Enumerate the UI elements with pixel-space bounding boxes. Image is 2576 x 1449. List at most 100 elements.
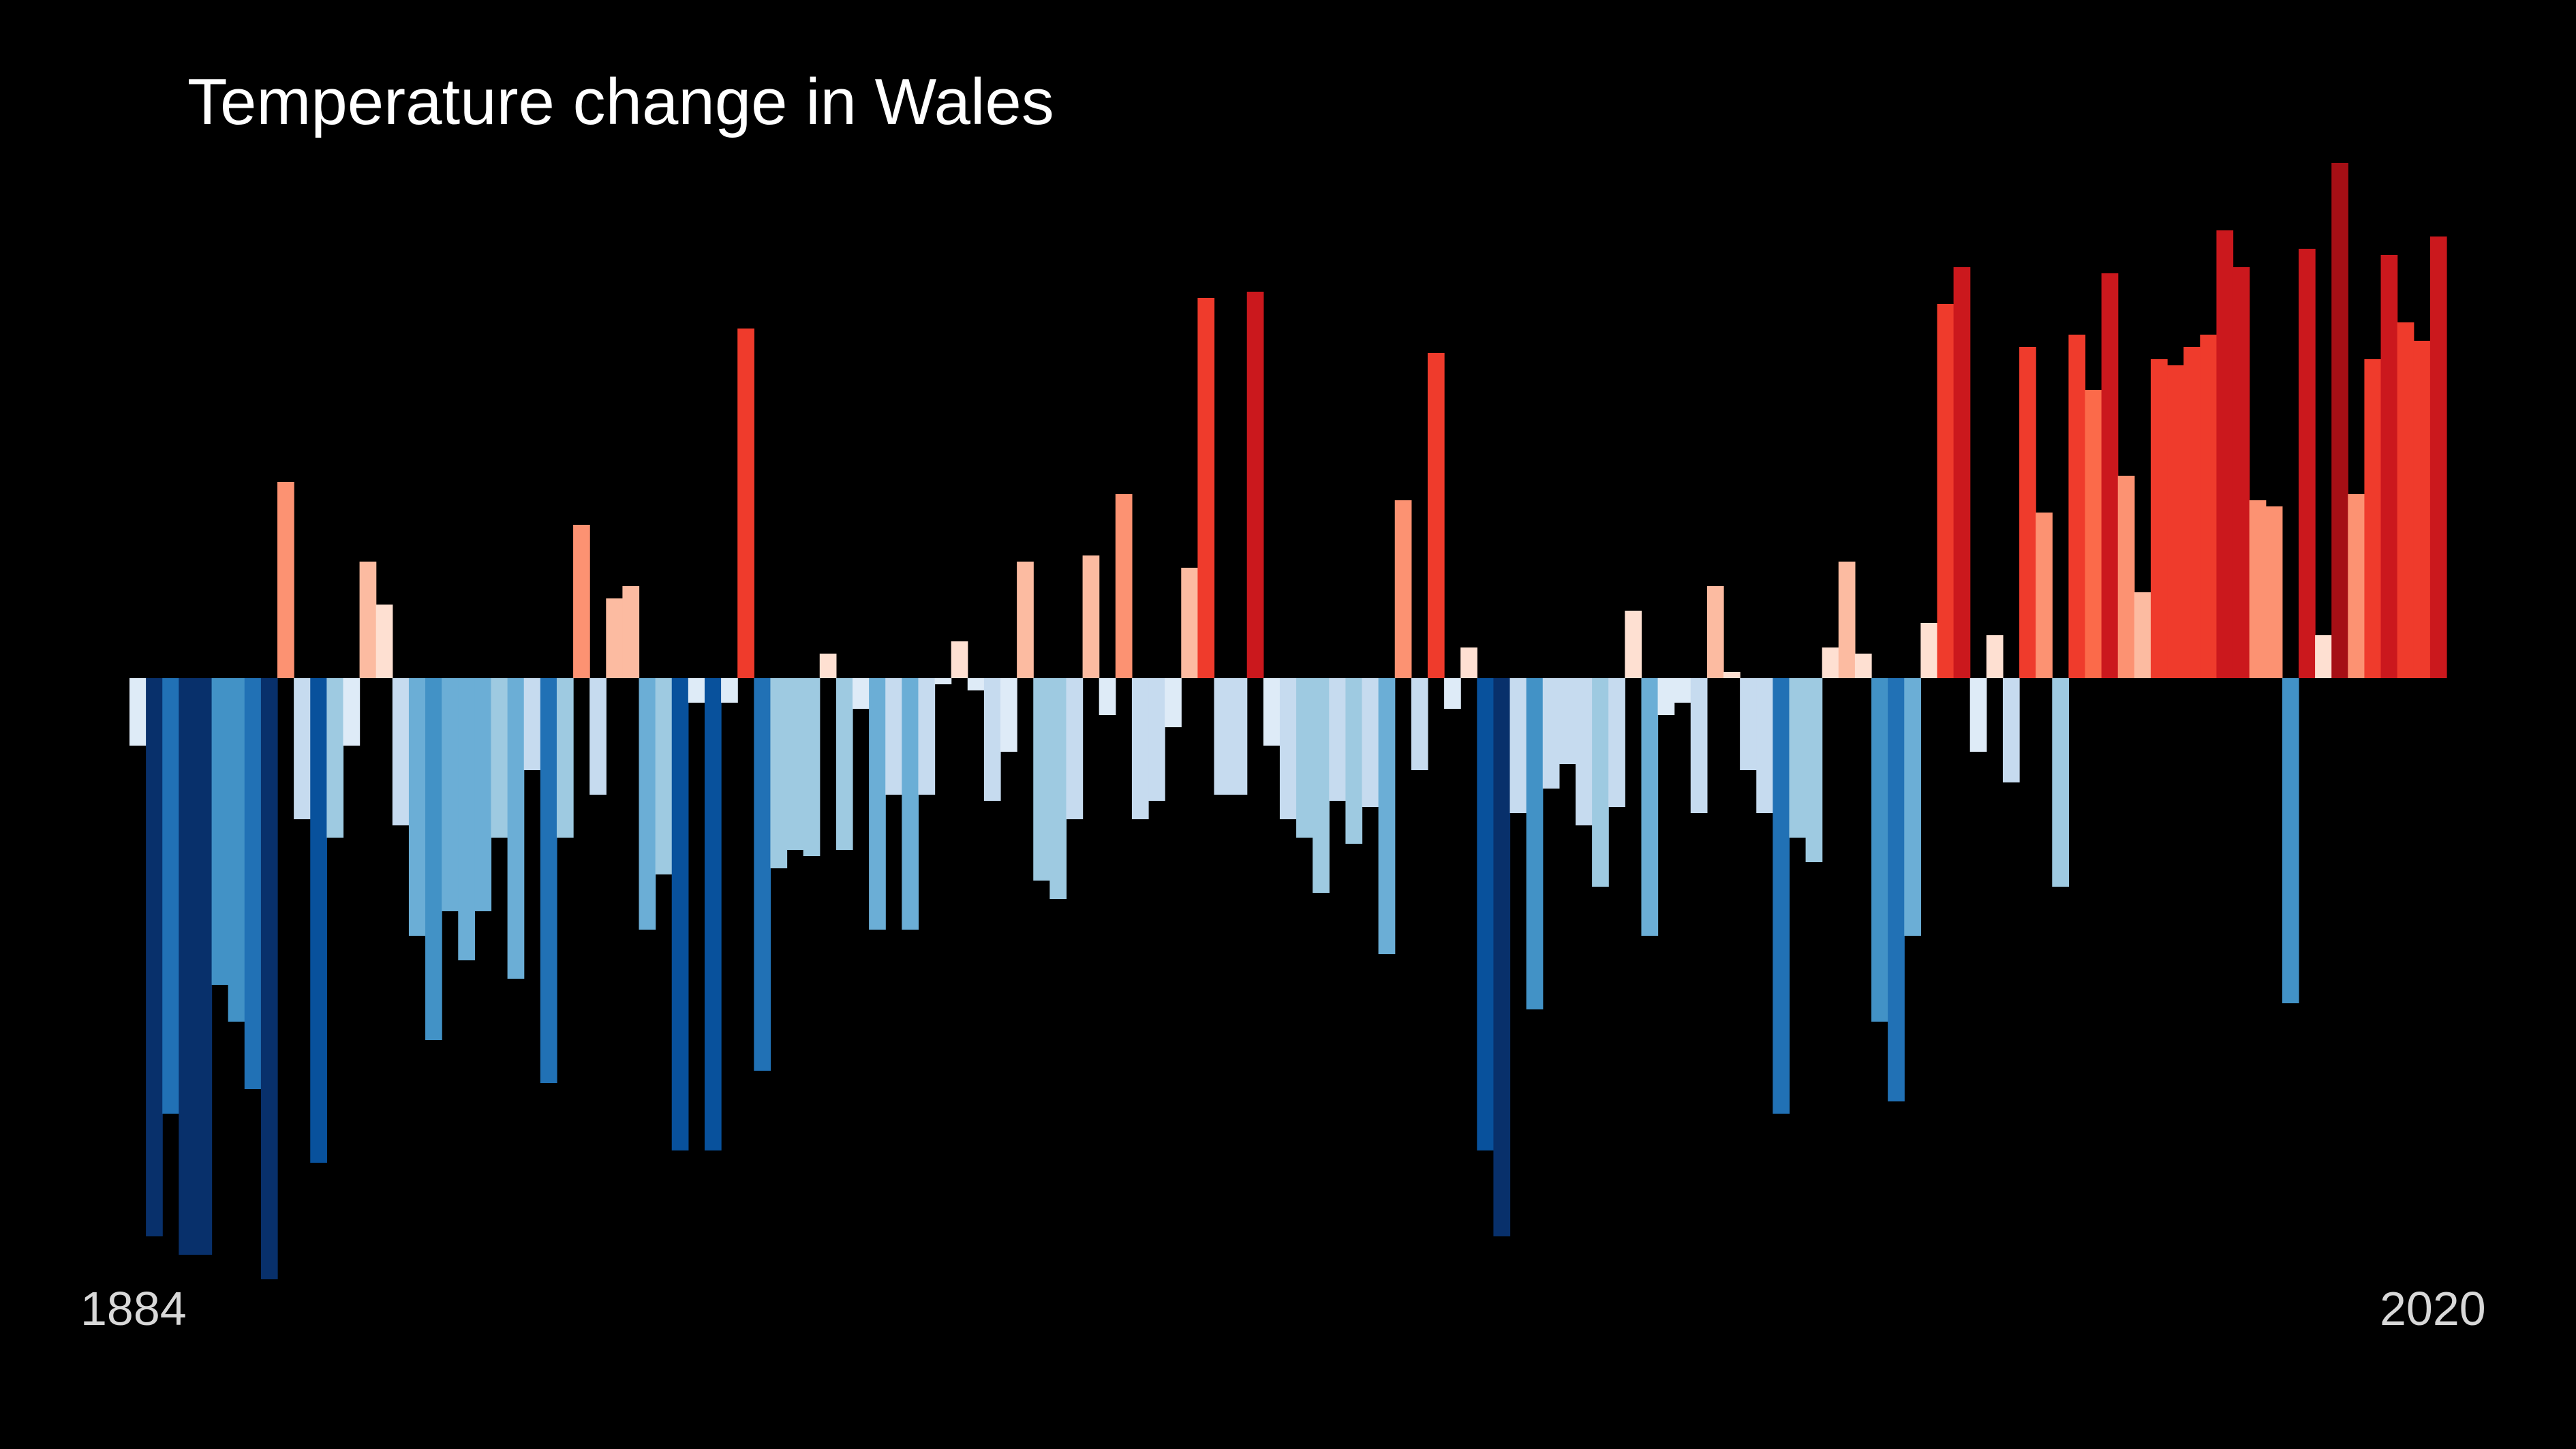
year-bar bbox=[1740, 678, 1757, 770]
year-bar bbox=[392, 678, 410, 825]
year-bar bbox=[869, 678, 886, 930]
year-bar bbox=[458, 678, 475, 960]
year-bar bbox=[523, 678, 541, 770]
year-bar bbox=[1888, 678, 1905, 1101]
year-bar bbox=[2085, 390, 2102, 678]
year-bar bbox=[195, 678, 213, 1255]
year-bar bbox=[2183, 347, 2201, 678]
year-bar bbox=[1082, 555, 1100, 678]
year-bar bbox=[507, 678, 525, 979]
year-bar bbox=[1279, 678, 1297, 819]
year-bar bbox=[1230, 678, 1248, 795]
year-bar bbox=[129, 678, 147, 746]
year-bar bbox=[1181, 568, 1198, 678]
year-bar bbox=[556, 678, 574, 838]
year-bar bbox=[2150, 359, 2168, 678]
year-bar bbox=[606, 598, 623, 678]
year-bar bbox=[1378, 678, 1396, 954]
year-bar bbox=[1000, 678, 1017, 752]
year-bar bbox=[1608, 678, 1625, 807]
year-bar bbox=[1263, 678, 1281, 746]
year-bar bbox=[244, 678, 262, 1089]
year-bar bbox=[2364, 359, 2382, 678]
year-bar bbox=[408, 678, 426, 936]
year-bar bbox=[1394, 500, 1412, 678]
year-bar bbox=[770, 678, 788, 868]
year-bar bbox=[1148, 678, 1165, 801]
year-bar bbox=[2429, 237, 2447, 678]
start-year-label: 1884 bbox=[80, 1282, 187, 1335]
year-bar bbox=[1953, 267, 1971, 678]
year-bar bbox=[2068, 335, 2086, 678]
year-bar bbox=[918, 678, 936, 795]
year-bar bbox=[2348, 494, 2365, 678]
year-bar bbox=[786, 678, 804, 850]
year-bar bbox=[2036, 513, 2053, 678]
year-bar bbox=[146, 678, 163, 1236]
year-bar bbox=[967, 678, 985, 690]
year-bar bbox=[671, 678, 689, 1150]
year-bar bbox=[1542, 678, 1560, 789]
year-bar bbox=[277, 482, 294, 678]
year-bar bbox=[1509, 678, 1527, 813]
year-bar bbox=[179, 678, 196, 1255]
year-bar bbox=[1477, 678, 1494, 1150]
year-bar bbox=[2298, 249, 2316, 678]
year-bar bbox=[1411, 678, 1428, 770]
year-bar bbox=[885, 678, 902, 795]
year-bar bbox=[1920, 623, 1938, 678]
year-bar bbox=[2413, 341, 2431, 678]
year-bar bbox=[2315, 635, 2332, 678]
year-bar bbox=[2216, 230, 2234, 678]
year-bar bbox=[2002, 678, 2020, 782]
year-bar bbox=[1592, 678, 1609, 887]
year-bar bbox=[1854, 654, 1872, 678]
year-bar bbox=[375, 605, 393, 678]
year-bar bbox=[1871, 678, 1888, 1022]
year-bar bbox=[1444, 678, 1461, 709]
year-bar bbox=[1362, 678, 1379, 807]
year-bar bbox=[1641, 678, 1659, 936]
year-bar bbox=[1559, 678, 1576, 764]
year-bar bbox=[2134, 592, 2151, 678]
year-bar bbox=[737, 329, 754, 678]
year-bar bbox=[934, 678, 952, 684]
year-bar bbox=[1937, 304, 1954, 678]
year-bar bbox=[1969, 678, 1987, 752]
year-bar bbox=[1131, 678, 1149, 819]
year-bar bbox=[1197, 298, 1215, 678]
year-bar bbox=[721, 678, 738, 703]
year-bar bbox=[2052, 678, 2069, 887]
year-bar bbox=[589, 678, 607, 795]
year-bar bbox=[1690, 678, 1708, 813]
year-bar bbox=[2233, 267, 2250, 678]
year-bar bbox=[1822, 647, 1839, 678]
year-bar bbox=[1246, 292, 1264, 678]
year-bar bbox=[310, 678, 327, 1163]
year-bar bbox=[1427, 353, 1445, 678]
year-bar bbox=[294, 678, 311, 819]
year-bar bbox=[852, 678, 870, 709]
year-bar bbox=[1345, 678, 1363, 844]
year-bar bbox=[1017, 562, 1034, 678]
year-bar bbox=[951, 641, 968, 678]
year-bar bbox=[1706, 586, 1724, 678]
year-bar bbox=[162, 678, 179, 1114]
year-bar bbox=[1165, 678, 1182, 727]
year-bar bbox=[819, 654, 837, 678]
year-bar bbox=[1115, 494, 1133, 678]
year-bar bbox=[326, 678, 344, 838]
year-bar bbox=[835, 678, 853, 850]
year-bar bbox=[1049, 678, 1067, 899]
year-bar bbox=[983, 678, 1001, 801]
year-bar bbox=[2331, 163, 2348, 678]
chart-title: Temperature change in Wales bbox=[187, 65, 1054, 138]
year-bar bbox=[1756, 678, 1773, 813]
year-bar bbox=[573, 525, 590, 678]
year-bar bbox=[1329, 678, 1346, 801]
year-bar bbox=[2101, 273, 2119, 678]
year-bar bbox=[1773, 678, 1790, 1114]
year-bar bbox=[1033, 678, 1050, 881]
year-bar bbox=[1657, 678, 1675, 715]
